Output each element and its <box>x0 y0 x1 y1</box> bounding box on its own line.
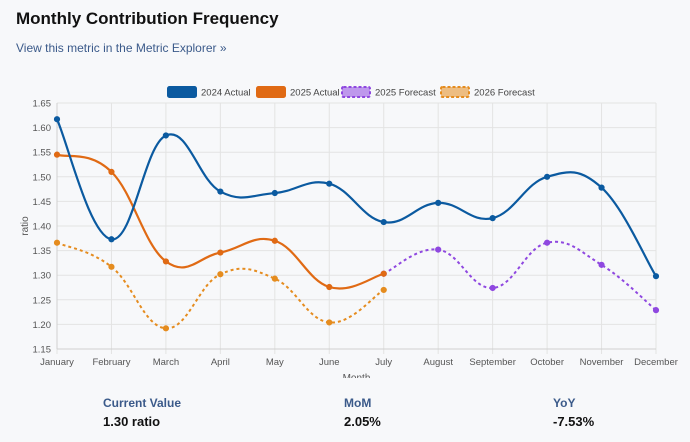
data-point <box>435 246 442 253</box>
legend-swatch <box>440 86 470 98</box>
metric-explorer-link[interactable]: View this metric in the Metric Explorer … <box>16 41 227 55</box>
legend-swatch <box>167 86 197 98</box>
x-tick-label: March <box>153 357 179 368</box>
stats-row: Current Value 1.30 ratio MoM 2.05% YoY -… <box>0 396 690 436</box>
stat-value: -7.53% <box>553 414 595 429</box>
series-2024-actual <box>53 116 660 280</box>
legend-label: 2025 Actual <box>290 88 340 99</box>
x-tick-label: April <box>211 357 230 368</box>
data-point <box>326 180 333 187</box>
data-point <box>53 116 61 123</box>
y-tick-label: 1.50 <box>33 172 52 183</box>
y-tick-label: 1.40 <box>33 222 52 233</box>
y-tick-label: 1.65 <box>33 99 52 110</box>
legend-label: 2026 Forecast <box>474 88 535 99</box>
data-point <box>326 319 333 326</box>
series-2026-forecast <box>53 239 387 332</box>
data-point <box>271 275 278 282</box>
grid: 1.15 1.20 1.25 1.30 1.35 1.40 1.45 1.50 1.55 1.60… <box>33 99 678 369</box>
y-tick-label: 1.30 <box>33 271 52 282</box>
x-tick-label: January <box>40 357 74 368</box>
data-point <box>162 132 170 139</box>
x-tick-label: October <box>530 357 564 368</box>
data-point <box>271 237 278 244</box>
page-title: Monthly Contribution Frequency <box>16 9 279 28</box>
y-tick-label: 1.25 <box>33 295 52 306</box>
y-tick-label: 1.20 <box>33 320 52 331</box>
stat-label: Current Value <box>103 396 182 410</box>
stat-value: 1.30 ratio <box>103 414 161 429</box>
series-2025-actual <box>53 151 387 291</box>
data-point <box>108 168 115 175</box>
y-tick-label: 1.60 <box>33 123 52 134</box>
legend: 2024 Actual 2025 Actual 2025 Forecast 2026 … <box>167 86 535 99</box>
stat-mom: MoM 2.05% <box>344 396 381 429</box>
data-point <box>326 283 333 291</box>
data-point <box>380 286 387 294</box>
data-point <box>217 249 224 256</box>
data-point <box>652 307 660 314</box>
data-point <box>53 239 61 246</box>
data-point <box>162 258 170 265</box>
line-chart: 1.15 1.20 1.25 1.30 1.35 1.40 1.45 1.50 1.55 1.60… <box>20 86 678 378</box>
data-point <box>217 271 224 278</box>
stat-current-value: Current Value 1.30 ratio <box>103 396 181 429</box>
x-tick-label: May <box>266 357 284 368</box>
y-tick-label: 1.35 <box>33 246 52 257</box>
legend-label: 2024 Actual <box>201 88 251 99</box>
data-point <box>598 184 605 191</box>
stat-yoy: YoY -7.53% <box>553 396 594 429</box>
data-point <box>489 284 496 292</box>
stat-value: 2.05% <box>344 414 381 429</box>
data-point <box>108 236 115 243</box>
x-tick-label: July <box>375 357 392 368</box>
x-tick-label: September <box>469 357 515 368</box>
data-point <box>217 188 224 195</box>
x-tick-label: November <box>580 357 624 368</box>
data-point <box>543 239 551 246</box>
y-axis-title: ratio <box>20 216 31 236</box>
legend-swatch <box>256 86 286 98</box>
data-point <box>380 270 387 277</box>
data-point <box>162 325 170 332</box>
series-line <box>55 118 657 277</box>
data-point <box>380 218 387 226</box>
x-tick-label: August <box>423 357 453 368</box>
x-tick-label: December <box>634 357 678 368</box>
stat-label: MoM <box>344 396 372 410</box>
data-point <box>598 261 605 268</box>
y-tick-label: 1.15 <box>33 345 52 356</box>
data-point <box>652 273 660 280</box>
y-tick-label: 1.45 <box>33 197 52 208</box>
stat-label: YoY <box>553 396 576 410</box>
x-tick-label: June <box>319 357 340 368</box>
data-point <box>489 215 496 222</box>
data-point <box>108 263 115 270</box>
data-point <box>271 189 278 197</box>
data-point <box>543 173 551 180</box>
data-point <box>53 151 61 158</box>
x-tick-label: February <box>92 357 130 368</box>
data-point <box>435 199 442 206</box>
x-axis-title: Month <box>343 373 371 378</box>
legend-label: 2025 Forecast <box>375 88 436 99</box>
y-tick-label: 1.55 <box>33 148 52 159</box>
legend-swatch <box>341 86 371 98</box>
